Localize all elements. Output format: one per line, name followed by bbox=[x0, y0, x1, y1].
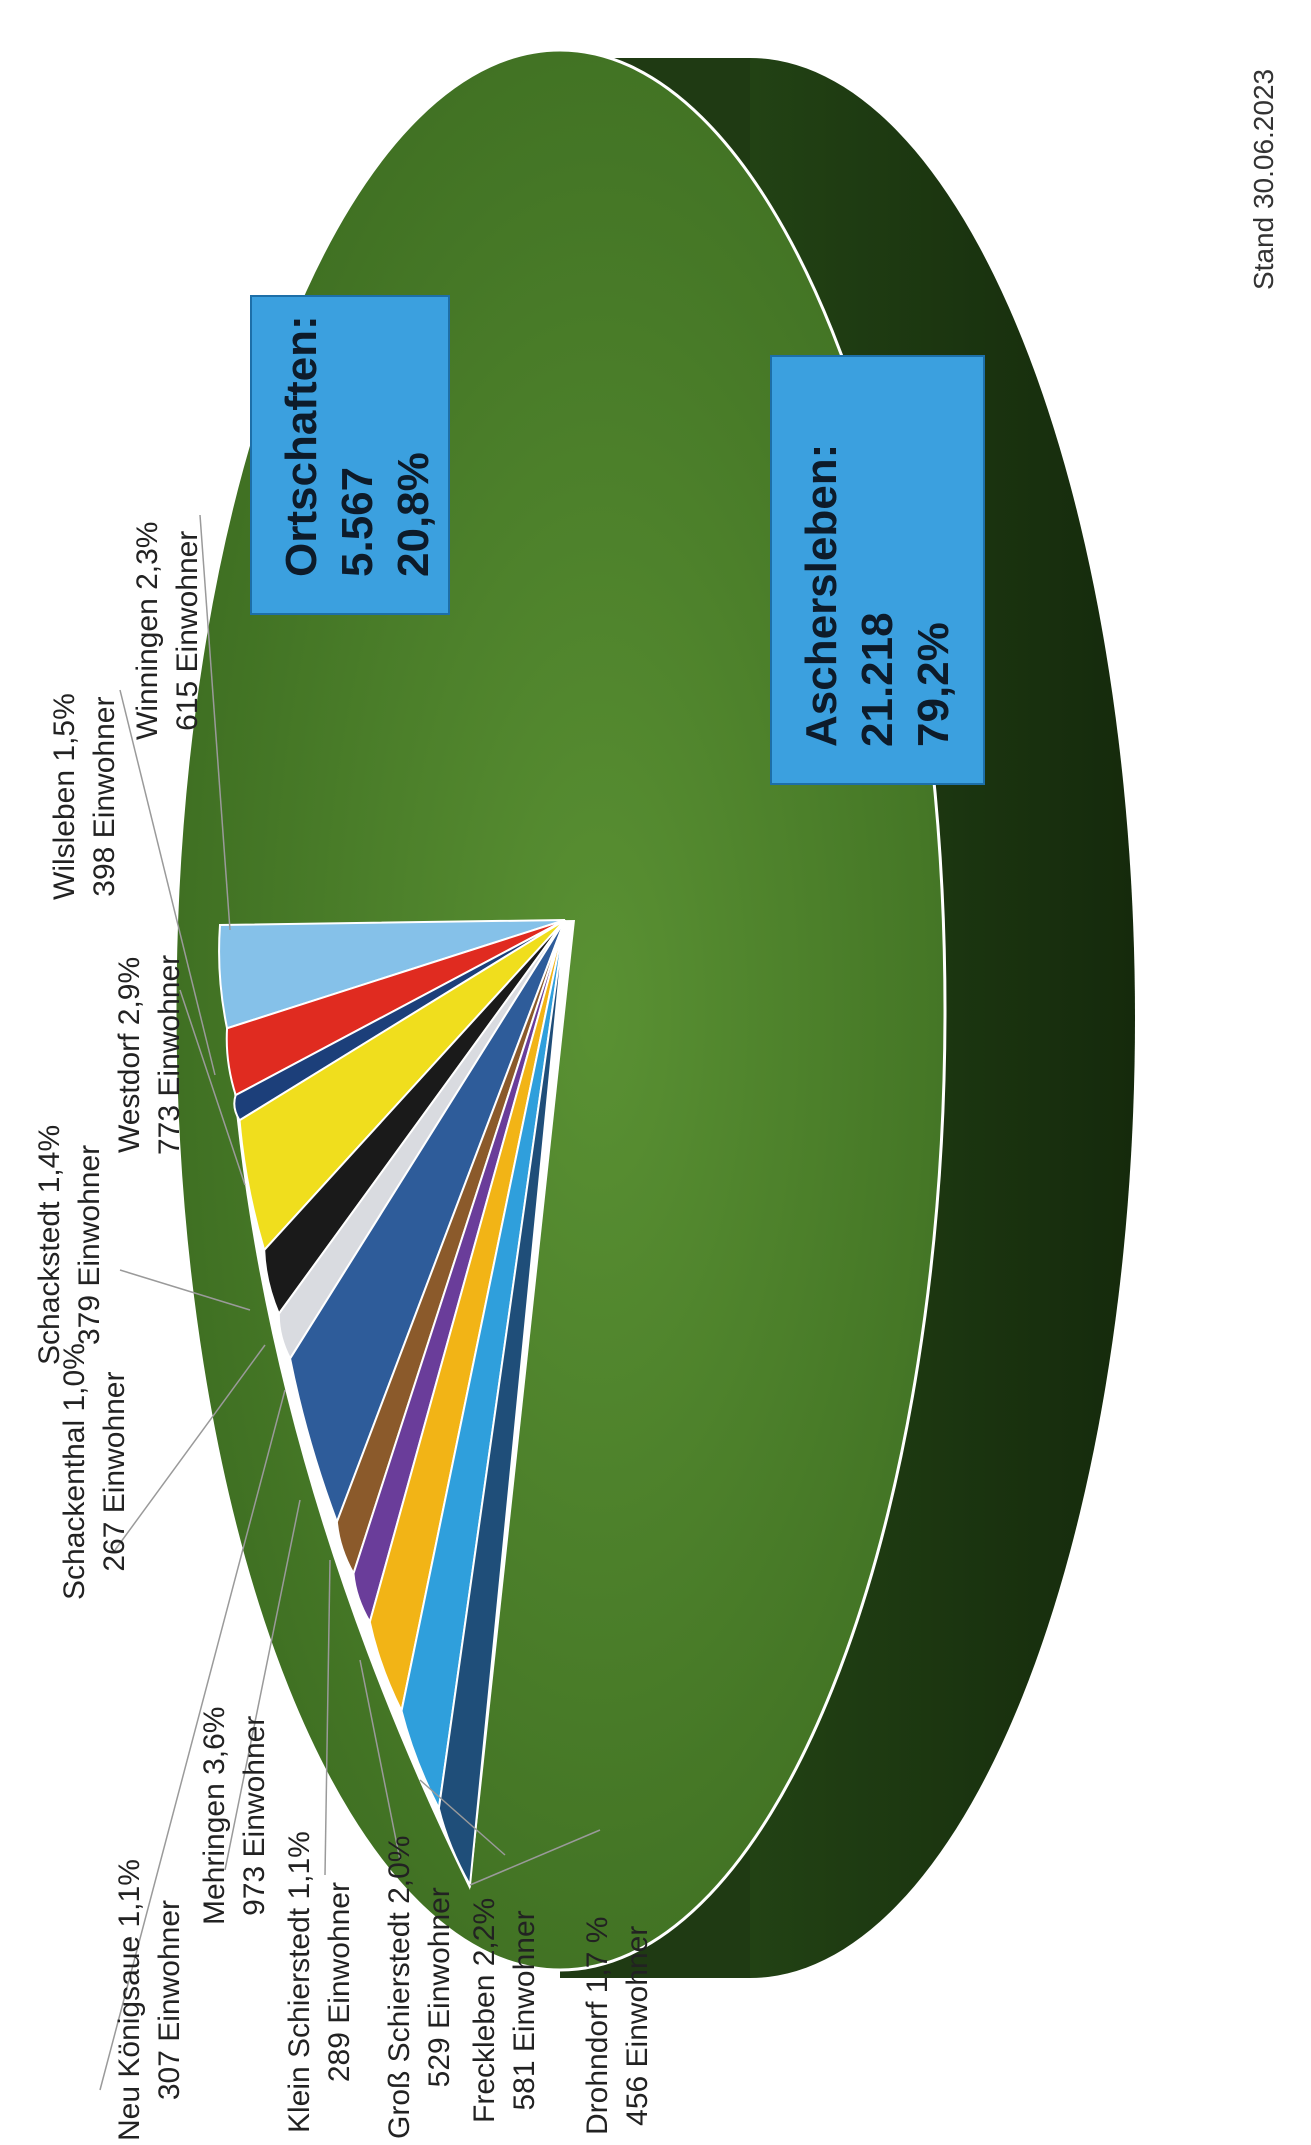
aschersleben-percent: 79,2% bbox=[909, 622, 958, 747]
aschersleben-title: Aschersleben: bbox=[797, 443, 846, 747]
label-drohndorf: Drohndorf 1,7 % 456 Einwohner bbox=[581, 1916, 654, 2135]
slice-schackstedt bbox=[263, 919, 566, 1316]
leader-lines bbox=[99, 514, 601, 2091]
slice-drohndorf bbox=[437, 919, 566, 1889]
label-neu-koenigsaue: Neu Königsaue 1,1% 307 Einwohner bbox=[113, 1859, 186, 2141]
label-klein-schierstedt: Klein Schierstedt 1,1% 289 Einwohner bbox=[283, 1831, 356, 2133]
slice-wilsleben bbox=[225, 919, 566, 1097]
label-schackstedt: Schackstedt 1,4% 379 Einwohner bbox=[33, 1124, 106, 1365]
label-wilsleben: Wilsleben 1,5% 398 Einwohner bbox=[48, 693, 121, 900]
ortschaften-percent: 20,8% bbox=[389, 452, 438, 577]
ortschaften-title: Ortschaften: bbox=[277, 315, 326, 577]
leader-line bbox=[99, 1389, 286, 2091]
label-schackenthal: Schackenthal 1,0% 267 Einwohner bbox=[58, 1343, 131, 1600]
ortschaften-value: 5.567 bbox=[333, 466, 382, 577]
leader-line bbox=[224, 1499, 301, 1871]
ortschaften-callout: Ortschaften: 5.567 20,8% bbox=[250, 295, 450, 615]
leader-line bbox=[119, 689, 216, 1076]
leader-line bbox=[324, 1559, 331, 1876]
aschersleben-value: 21.218 bbox=[853, 612, 902, 747]
leader-line bbox=[114, 1344, 266, 1551]
label-gross-schierstedt: Groß Schierstedt 2,0% 529 Einwohner bbox=[383, 1835, 456, 2139]
label-freckleben: Freckleben 2,2% 581 Einwohner bbox=[468, 1897, 541, 2123]
aschersleben-callout: Aschersleben: 21.218 79,2% bbox=[770, 355, 985, 785]
leader-line bbox=[469, 1829, 601, 1886]
label-westdorf: Westdorf 2,9% 773 Einwohner bbox=[113, 954, 186, 1155]
slice-westdorf bbox=[238, 919, 566, 1253]
leader-line bbox=[359, 1659, 401, 1861]
leader-line bbox=[179, 989, 246, 1186]
label-winningen: Winningen 2,3% 615 Einwohner bbox=[131, 521, 204, 740]
label-mehringen: Mehringen 3,6% 973 Einwohner bbox=[198, 1706, 271, 1925]
leader-line bbox=[419, 1779, 506, 1856]
leader-line bbox=[119, 1269, 251, 1311]
stand-date: Stand 30.06.2023 bbox=[1248, 68, 1279, 290]
slice-gro-schierstedt bbox=[368, 919, 566, 1714]
leader-line bbox=[199, 514, 231, 931]
slice-freckleben bbox=[400, 919, 566, 1812]
slice-mehringen bbox=[289, 919, 566, 1525]
